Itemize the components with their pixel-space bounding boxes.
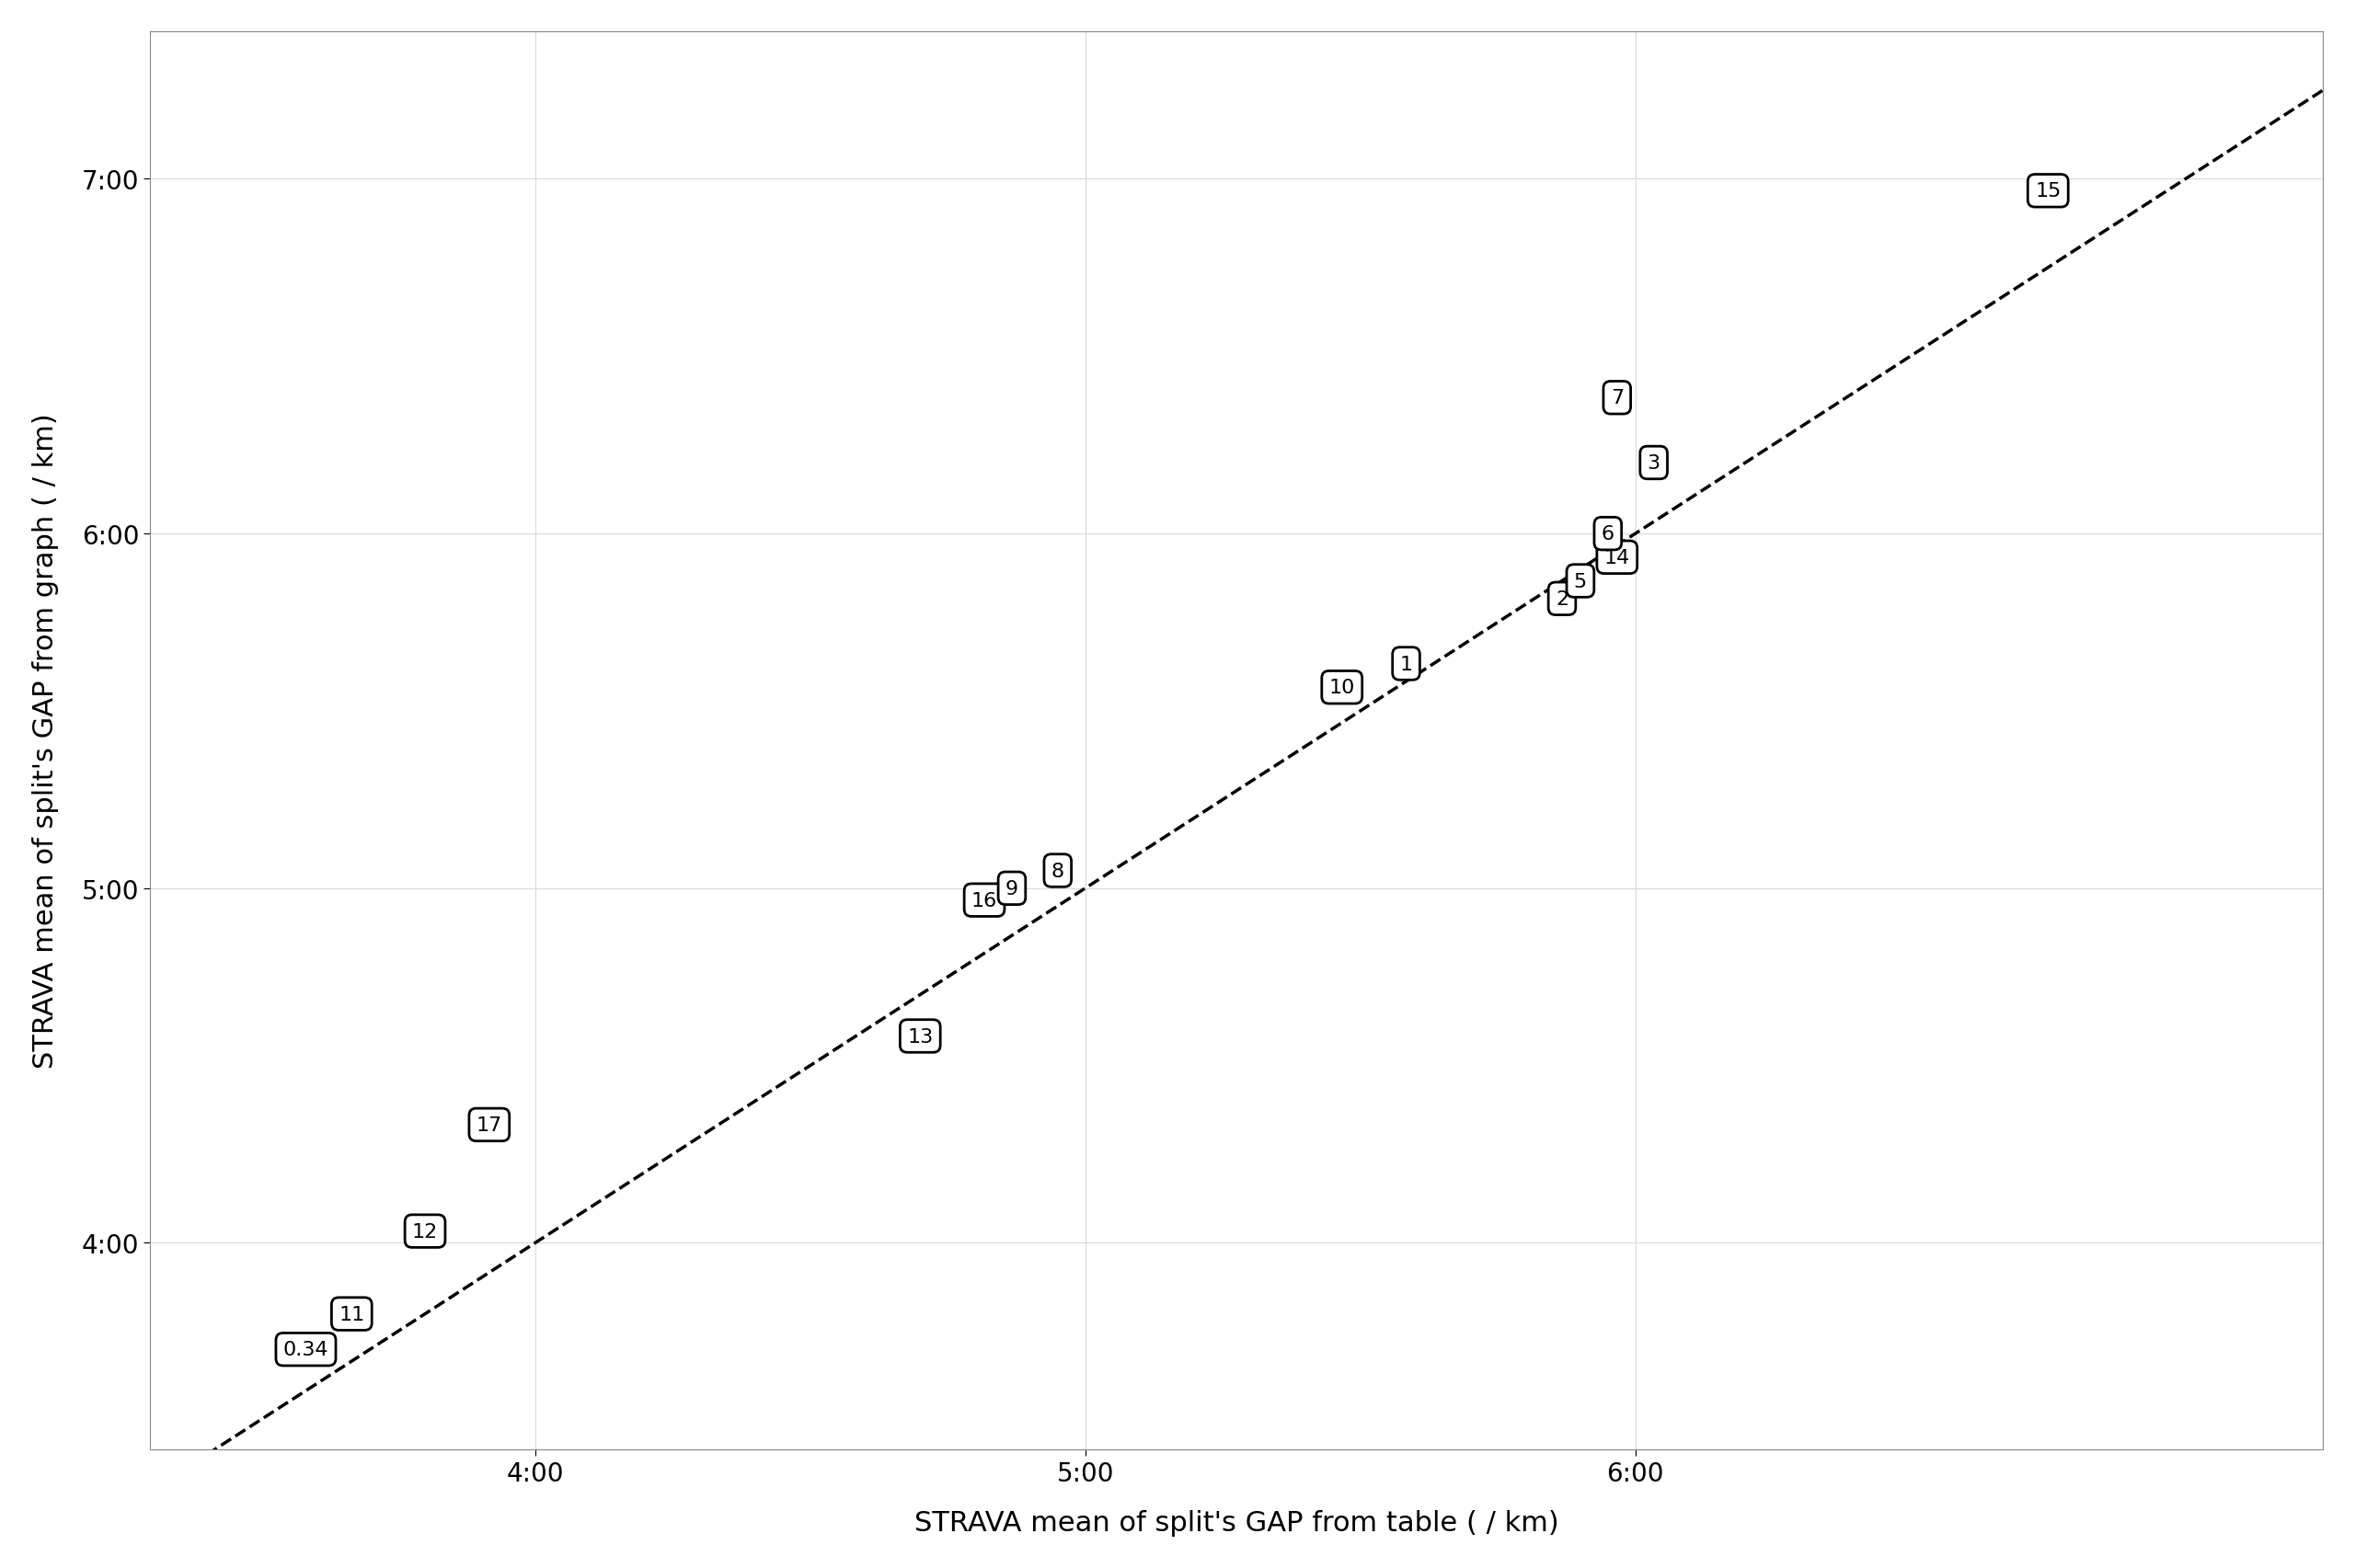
Text: 8: 8 (1050, 862, 1064, 880)
Text: 14: 14 (1604, 549, 1630, 568)
Text: 17: 17 (476, 1116, 502, 1134)
X-axis label: STRAVA mean of split's GAP from table ( / km): STRAVA mean of split's GAP from table ( … (914, 1510, 1559, 1537)
Text: 16: 16 (970, 891, 999, 909)
Text: 6: 6 (1601, 525, 1616, 543)
Text: 1: 1 (1399, 655, 1413, 673)
Text: 3: 3 (1646, 455, 1660, 472)
Text: 2: 2 (1557, 590, 1568, 608)
Text: 12: 12 (412, 1221, 438, 1240)
Text: 10: 10 (1328, 679, 1354, 696)
Y-axis label: STRAVA mean of split's GAP from graph ( / km): STRAVA mean of split's GAP from graph ( … (33, 414, 59, 1068)
Text: 15: 15 (2035, 182, 2061, 201)
Text: 5: 5 (1573, 572, 1587, 591)
Text: 7: 7 (1611, 389, 1623, 408)
Text: 11: 11 (339, 1305, 365, 1323)
Text: 13: 13 (907, 1027, 933, 1046)
Text: 9: 9 (1006, 880, 1017, 898)
Text: 0.34: 0.34 (283, 1341, 330, 1358)
